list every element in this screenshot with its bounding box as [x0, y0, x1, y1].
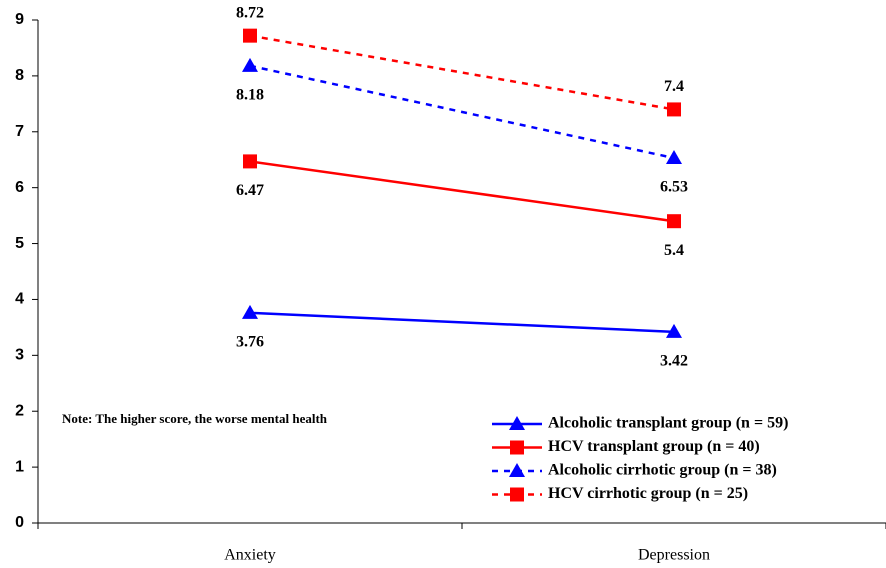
- marker: [666, 150, 682, 165]
- marker: [667, 102, 681, 117]
- value-label: 5.4: [664, 242, 684, 259]
- value-label: 8.72: [236, 4, 264, 21]
- y-tick-label: 1: [15, 458, 24, 475]
- marker: [243, 28, 257, 43]
- series-line: [249, 64, 675, 160]
- legend-marker: [510, 440, 524, 455]
- value-label: 8.18: [236, 87, 264, 104]
- series-line: [249, 311, 675, 334]
- legend-marker: [509, 416, 525, 430]
- legend-label: HCV transplant group (n = 40): [548, 438, 760, 455]
- series-line: [249, 34, 675, 111]
- legend-label: HCV cirrhotic group (n = 25): [548, 485, 748, 502]
- y-tick-label: 7: [15, 123, 24, 140]
- marker: [242, 57, 258, 72]
- y-tick-label: 5: [15, 235, 24, 252]
- value-label: 7.4: [664, 78, 684, 95]
- y-tick-label: 8: [15, 67, 24, 84]
- value-label: 6.47: [236, 182, 264, 199]
- legend-label: Alcoholic transplant group (n = 59): [548, 415, 788, 432]
- value-label: 3.76: [236, 334, 264, 351]
- y-tick-label: 9: [15, 11, 24, 28]
- value-label: 3.42: [660, 353, 688, 370]
- marker: [243, 154, 257, 169]
- y-tick-label: 2: [15, 402, 24, 419]
- y-tick-label: 4: [15, 291, 24, 308]
- value-label: 6.53: [660, 179, 688, 196]
- legend-marker: [510, 487, 524, 502]
- marker: [666, 323, 682, 338]
- legend-marker: [509, 463, 525, 477]
- marker: [667, 214, 681, 229]
- series-line: [249, 160, 675, 223]
- annotation: Note: The higher score, the worse mental…: [62, 411, 328, 426]
- x-tick-label: Depression: [638, 547, 710, 564]
- legend-label: Alcoholic cirrhotic group (n = 38): [548, 462, 777, 479]
- y-tick-label: 3: [15, 347, 24, 364]
- y-tick-label: 0: [15, 514, 24, 531]
- marker: [242, 304, 258, 319]
- y-tick-label: 6: [15, 179, 24, 196]
- x-tick-label: Anxiety: [224, 547, 276, 564]
